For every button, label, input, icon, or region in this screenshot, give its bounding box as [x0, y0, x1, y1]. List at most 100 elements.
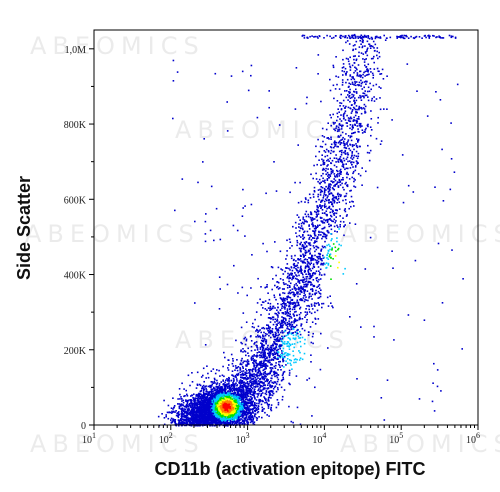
- event-dot: [318, 273, 321, 276]
- event-dot: [280, 379, 283, 382]
- event-dot: [241, 386, 244, 388]
- event-dot: [329, 175, 332, 177]
- event-dot: [241, 418, 243, 420]
- event-dot: [194, 406, 196, 408]
- event-dot: [246, 359, 249, 361]
- event-dot: [250, 391, 252, 393]
- event-dot: [199, 402, 202, 404]
- event-dot: [375, 83, 378, 86]
- event-dot: [290, 315, 292, 318]
- event-dot: [253, 388, 256, 390]
- event-dot: [358, 46, 361, 48]
- event-dot: [333, 200, 336, 203]
- event-dot: [249, 395, 251, 398]
- event-dot: [324, 245, 326, 248]
- event-dot: [343, 138, 346, 140]
- event-dot: [277, 281, 280, 284]
- event-dot: [319, 205, 322, 207]
- event-dot: [289, 191, 291, 194]
- event-dot: [265, 399, 267, 402]
- event-dot: [296, 284, 298, 287]
- event-dot: [290, 317, 293, 319]
- event-dot: [344, 195, 346, 198]
- event-dot: [383, 108, 385, 110]
- event-dot: [321, 146, 324, 148]
- event-dot: [310, 276, 313, 278]
- event-dot: [342, 221, 345, 223]
- event-dot: [278, 339, 280, 341]
- event-dot: [234, 365, 237, 367]
- event-dot: [330, 219, 332, 221]
- event-dot: [335, 166, 338, 168]
- event-dot: [352, 120, 355, 122]
- event-dot: [309, 277, 312, 280]
- event-dot: [248, 416, 251, 419]
- event-dot: [354, 186, 357, 188]
- event-dot: [256, 346, 258, 348]
- event-dot: [269, 370, 272, 373]
- event-dot: [245, 370, 248, 372]
- event-dot: [344, 210, 347, 213]
- watermark-text: ABEOMICS: [30, 32, 205, 60]
- event-dot: [345, 41, 347, 44]
- event-dot: [250, 358, 253, 360]
- event-dot: [318, 231, 320, 234]
- event-dot: [259, 336, 262, 339]
- event-dot: [324, 206, 326, 209]
- event-dot: [341, 79, 344, 81]
- event-dot: [256, 352, 259, 354]
- event-dot: [353, 84, 355, 86]
- event-dot: [338, 88, 341, 90]
- event-dot: [363, 81, 366, 83]
- event-dot: [308, 331, 310, 333]
- event-dot: [291, 302, 293, 304]
- event-dot: [229, 391, 231, 393]
- event-dot: [249, 408, 252, 410]
- event-dot: [307, 271, 310, 273]
- event-dot: [330, 192, 333, 195]
- event-dot: [228, 402, 230, 405]
- event-dot: [325, 199, 328, 202]
- event-dot: [289, 362, 292, 365]
- event-dot: [196, 371, 199, 374]
- event-dot: [194, 419, 196, 421]
- event-dot: [300, 345, 302, 348]
- event-dot: [263, 337, 266, 340]
- event-dot: [292, 334, 295, 337]
- event-dot: [335, 161, 337, 163]
- event-dot: [296, 329, 298, 332]
- event-dot: [250, 345, 253, 348]
- event-dot: [330, 214, 332, 217]
- event-dot: [270, 307, 272, 310]
- event-dot: [358, 51, 360, 54]
- event-dot: [315, 155, 317, 158]
- event-dot: [318, 278, 320, 281]
- event-dot: [379, 73, 381, 75]
- event-dot: [237, 366, 240, 368]
- event-dot: [303, 289, 305, 291]
- event-dot: [367, 99, 370, 102]
- event-dot: [331, 187, 334, 189]
- event-dot: [187, 412, 189, 415]
- event-dot: [283, 366, 285, 368]
- event-dot: [290, 299, 292, 301]
- event-dot: [307, 270, 309, 272]
- event-dot: [280, 345, 282, 348]
- event-dot: [274, 375, 276, 378]
- event-dot: [303, 241, 306, 244]
- event-dot: [359, 126, 362, 128]
- event-dot: [313, 227, 316, 230]
- event-dot: [300, 268, 302, 270]
- event-dot: [295, 232, 297, 234]
- event-dot: [270, 408, 272, 411]
- event-dot: [330, 172, 333, 175]
- event-dot: [296, 292, 298, 295]
- event-dot: [297, 258, 299, 261]
- event-dot: [255, 365, 258, 367]
- event-dot: [299, 181, 301, 184]
- event-dot: [288, 277, 290, 280]
- event-dot: [296, 288, 298, 290]
- event-dot: [306, 261, 309, 263]
- event-dot: [247, 391, 249, 393]
- event-dot: [300, 272, 303, 274]
